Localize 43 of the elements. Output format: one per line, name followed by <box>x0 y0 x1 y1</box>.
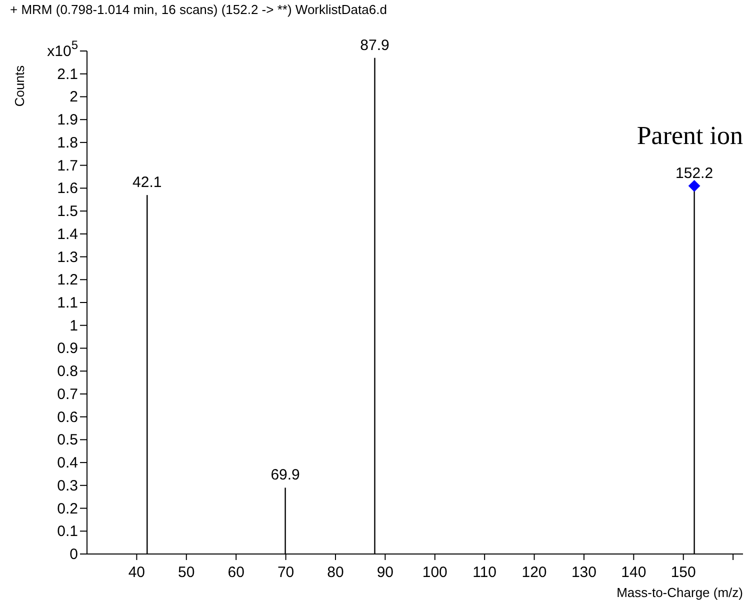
y-tick-label: 0.6 <box>57 408 78 426</box>
annotation: 87.9 <box>360 36 390 54</box>
y-tick-label: 0 <box>70 546 78 563</box>
x-tick-label: 70 <box>277 564 294 581</box>
y-tick-label: 1.6 <box>57 180 78 198</box>
x-tick-label: 90 <box>376 564 394 581</box>
x-tick-label: 110 <box>472 564 497 581</box>
y-tick-label: 1.5 <box>57 203 78 220</box>
y-tick-label: 0.5 <box>57 432 78 449</box>
y-tick-label: 0.2 <box>57 500 78 518</box>
annotation: 152.2 <box>676 164 714 182</box>
y-tick-label: 1.9 <box>57 112 78 129</box>
y-axis-title: Counts <box>12 64 27 107</box>
x-axis-title: Mass-to-Charge (m/z) <box>616 585 743 600</box>
y-tick-label: 0.7 <box>57 386 78 403</box>
x-tick-label: 130 <box>571 564 596 581</box>
y-tick-label: 2 <box>70 88 78 106</box>
annotation: 69.9 <box>270 466 300 484</box>
x-tick-label: 60 <box>228 564 244 581</box>
x-tick-label: 150 <box>670 564 696 581</box>
y-tick-label: 0.3 <box>57 477 78 494</box>
x-tick-label: 80 <box>327 564 344 581</box>
y-tick-label: 1.2 <box>57 272 78 289</box>
y-tick-label: 0.9 <box>57 340 78 358</box>
y-tick-label: 0.1 <box>57 523 78 540</box>
chart-title: + MRM (0.798-1.014 min, 16 scans) (152.2 -> **) WorklistData6.d <box>10 2 387 17</box>
x-tick-label: 120 <box>522 564 547 581</box>
y-tick-label: 1 <box>70 317 78 334</box>
y-tick-label: x10$^{5}$ <box>47 38 78 60</box>
y-tick-label: 0.4 <box>57 454 78 472</box>
y-tick-label: 1.8 <box>57 134 78 152</box>
y-tick-label: 2.1 <box>57 66 78 83</box>
x-tick-label: 50 <box>178 564 195 581</box>
annotation: 42.1 <box>132 174 162 192</box>
y-tick-label: 1.1 <box>57 294 78 312</box>
y-tick-label: 1.4 <box>57 226 78 243</box>
x-tick-label: 100 <box>422 564 448 581</box>
x-tick-label: 140 <box>621 564 646 581</box>
y-tick-label: 0.8 <box>57 363 78 380</box>
y-tick-label: 1.3 <box>57 248 78 266</box>
annotation: Parent ion <box>636 121 743 150</box>
x-tick-label: 40 <box>128 564 146 581</box>
y-tick-label: 1.7 <box>57 157 78 174</box>
